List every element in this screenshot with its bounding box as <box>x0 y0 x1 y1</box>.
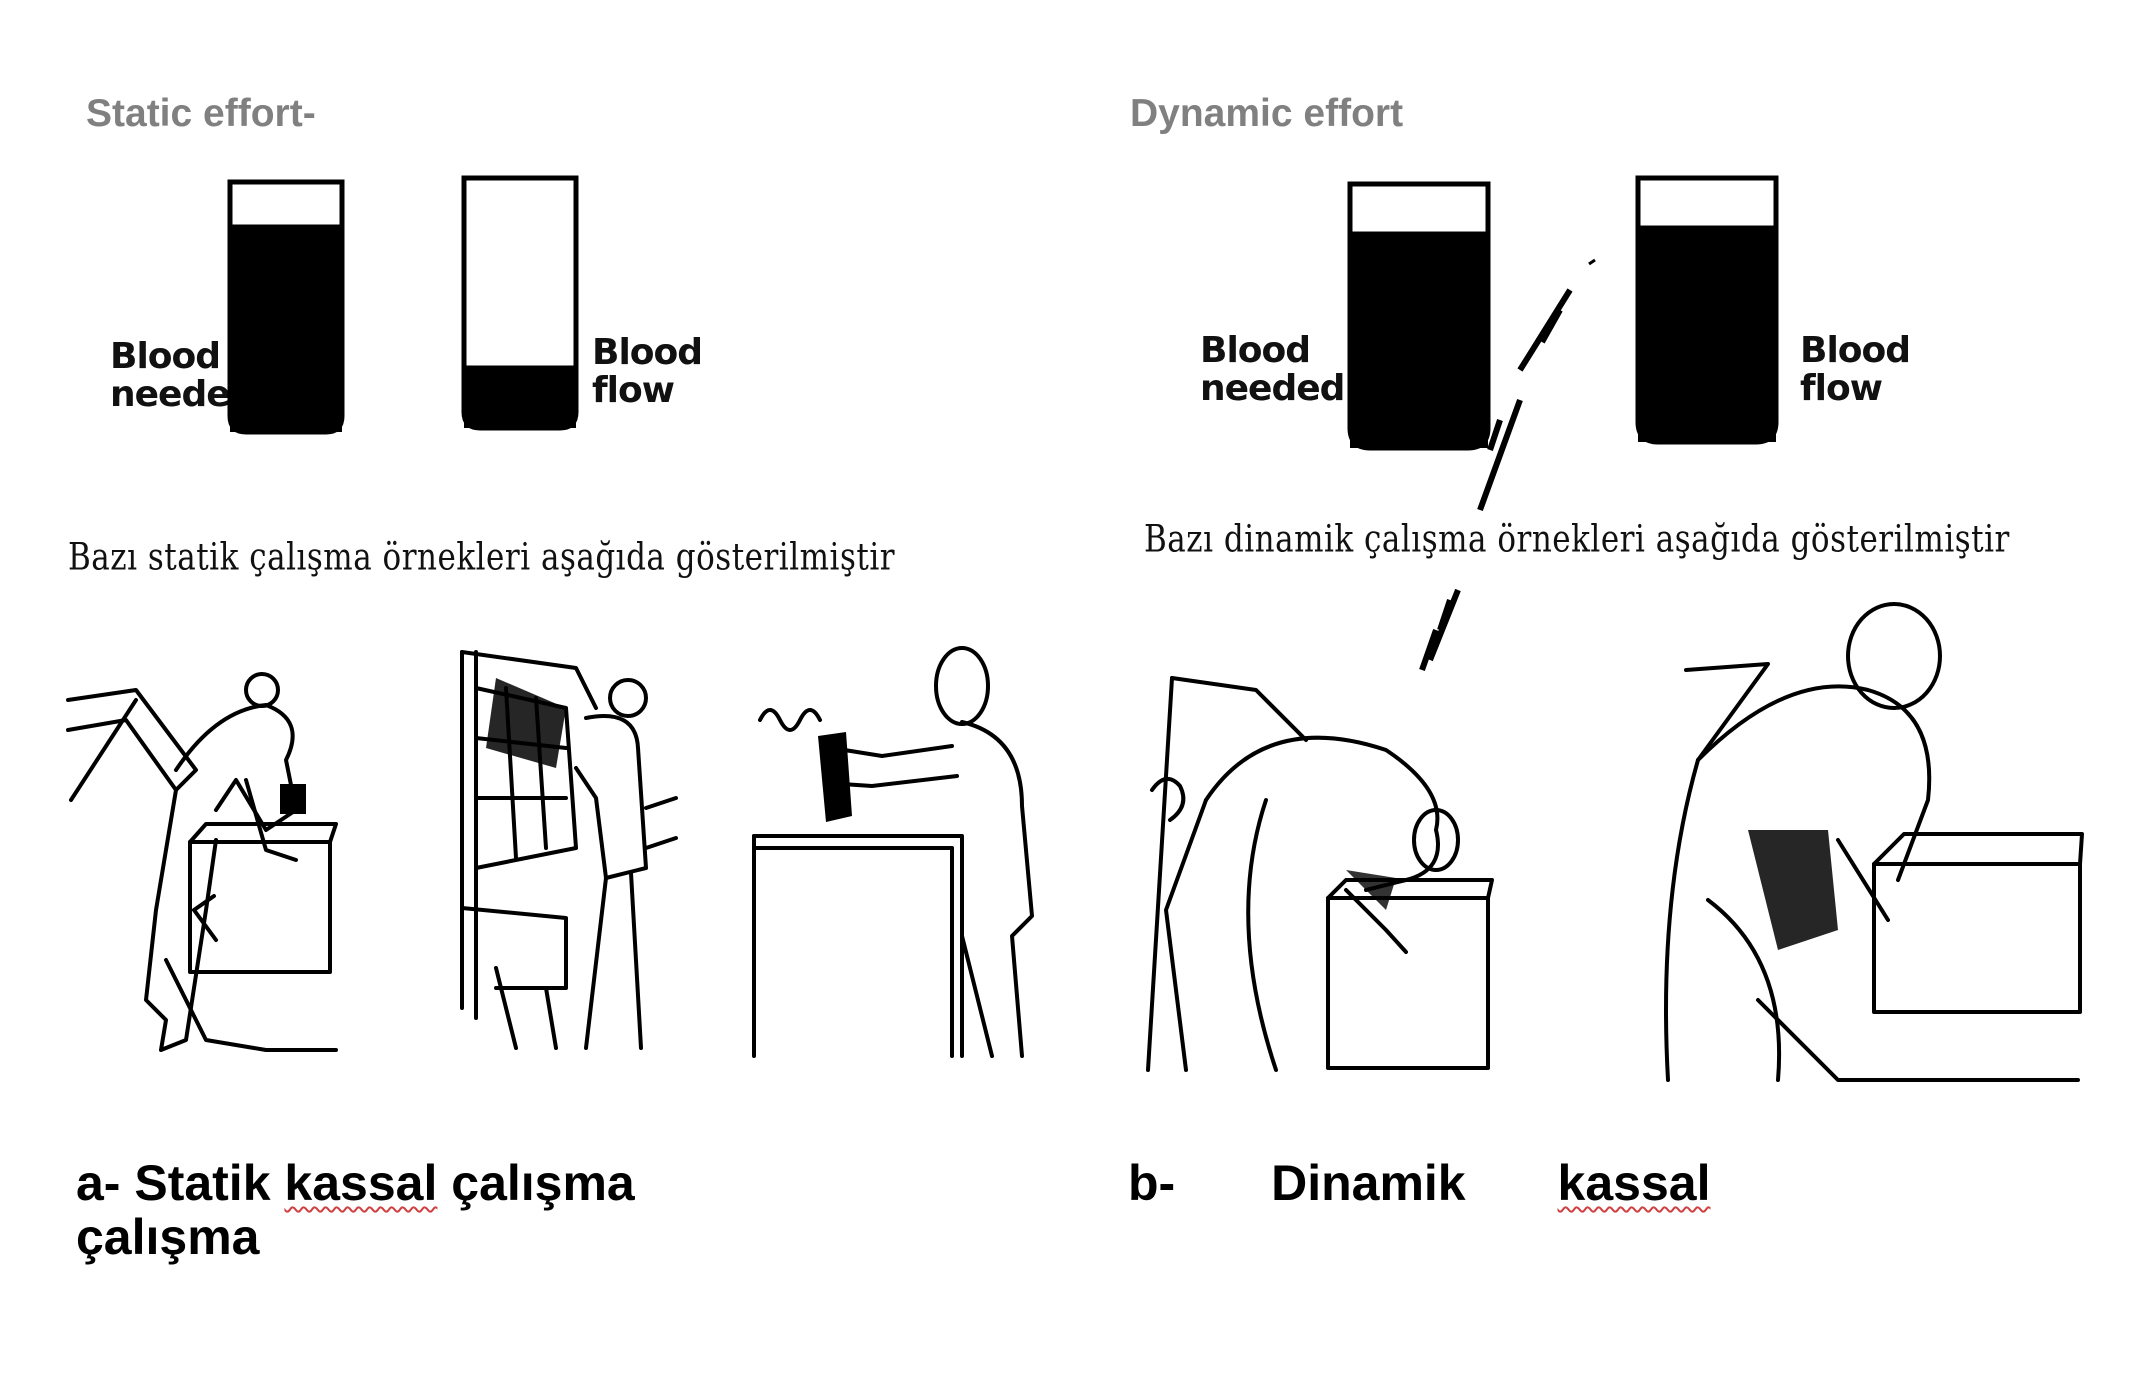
jar-outline <box>1635 175 1779 445</box>
label-line: needed <box>1200 368 1345 409</box>
label-line: Blood <box>110 336 221 377</box>
caption-word: çalışma <box>451 1155 635 1211</box>
dynamic-examples-text: Bazı dinamik çalışma örnekleri aşağıda g… <box>1144 518 2010 562</box>
caption-word: kassal <box>1557 1155 1711 1211</box>
jar-fill <box>464 365 576 428</box>
jar-fill <box>1350 231 1488 448</box>
static-worker-box-illustration <box>66 672 338 1052</box>
dynamic-blood-flow-jar <box>1635 175 1779 445</box>
dynamic-blood-flow-label: Blood flow <box>1800 330 1911 409</box>
static-worker-shelf-illustration <box>460 650 678 1050</box>
static-blood-flow-jar <box>461 175 579 431</box>
label-line: flow <box>1800 368 1883 409</box>
jar-outline <box>461 175 579 431</box>
caption-prefix: a- Statik <box>76 1155 271 1211</box>
dynamic-caption: b- Dinamik kassal <box>1128 1156 1710 1210</box>
static-examples-text: Bazı statik çalışma örnekleri aşağıda gö… <box>68 536 896 580</box>
dynamic-blood-needed-label: Blood needed <box>1200 330 1345 409</box>
static-caption: a- Statik kassal çalışma çalışma <box>76 1156 635 1264</box>
label-line: flow <box>592 370 675 411</box>
static-blood-needed-jar <box>227 179 345 435</box>
static-caption-line1: a- Statik kassal çalışma <box>76 1156 635 1210</box>
dynamic-worker-lifting-box-illustration <box>1664 602 2084 1082</box>
dynamic-effort-heading: Dynamic effort <box>1130 92 1404 135</box>
jar-outline <box>1347 181 1491 451</box>
label-line: Blood <box>1800 330 1911 371</box>
dynamic-worker-bending-box-illustration <box>1146 676 1494 1072</box>
static-blood-flow-label: Blood flow <box>592 332 703 411</box>
caption-prefix: b- <box>1128 1155 1176 1211</box>
static-worker-bench-illustration <box>752 646 1034 1058</box>
jar-fill <box>230 224 342 432</box>
label-line: Blood <box>592 332 703 373</box>
jar-fill <box>1638 225 1776 442</box>
scan-artifact-marks <box>1419 258 1596 671</box>
static-effort-heading: Static effort- <box>86 92 316 135</box>
label-line: Blood <box>1200 330 1311 371</box>
caption-word: Dinamik <box>1271 1155 1466 1211</box>
dynamic-blood-needed-jar <box>1347 181 1491 451</box>
static-caption-line2: çalışma <box>76 1209 260 1265</box>
caption-word: kassal <box>284 1155 438 1211</box>
jar-outline <box>227 179 345 435</box>
